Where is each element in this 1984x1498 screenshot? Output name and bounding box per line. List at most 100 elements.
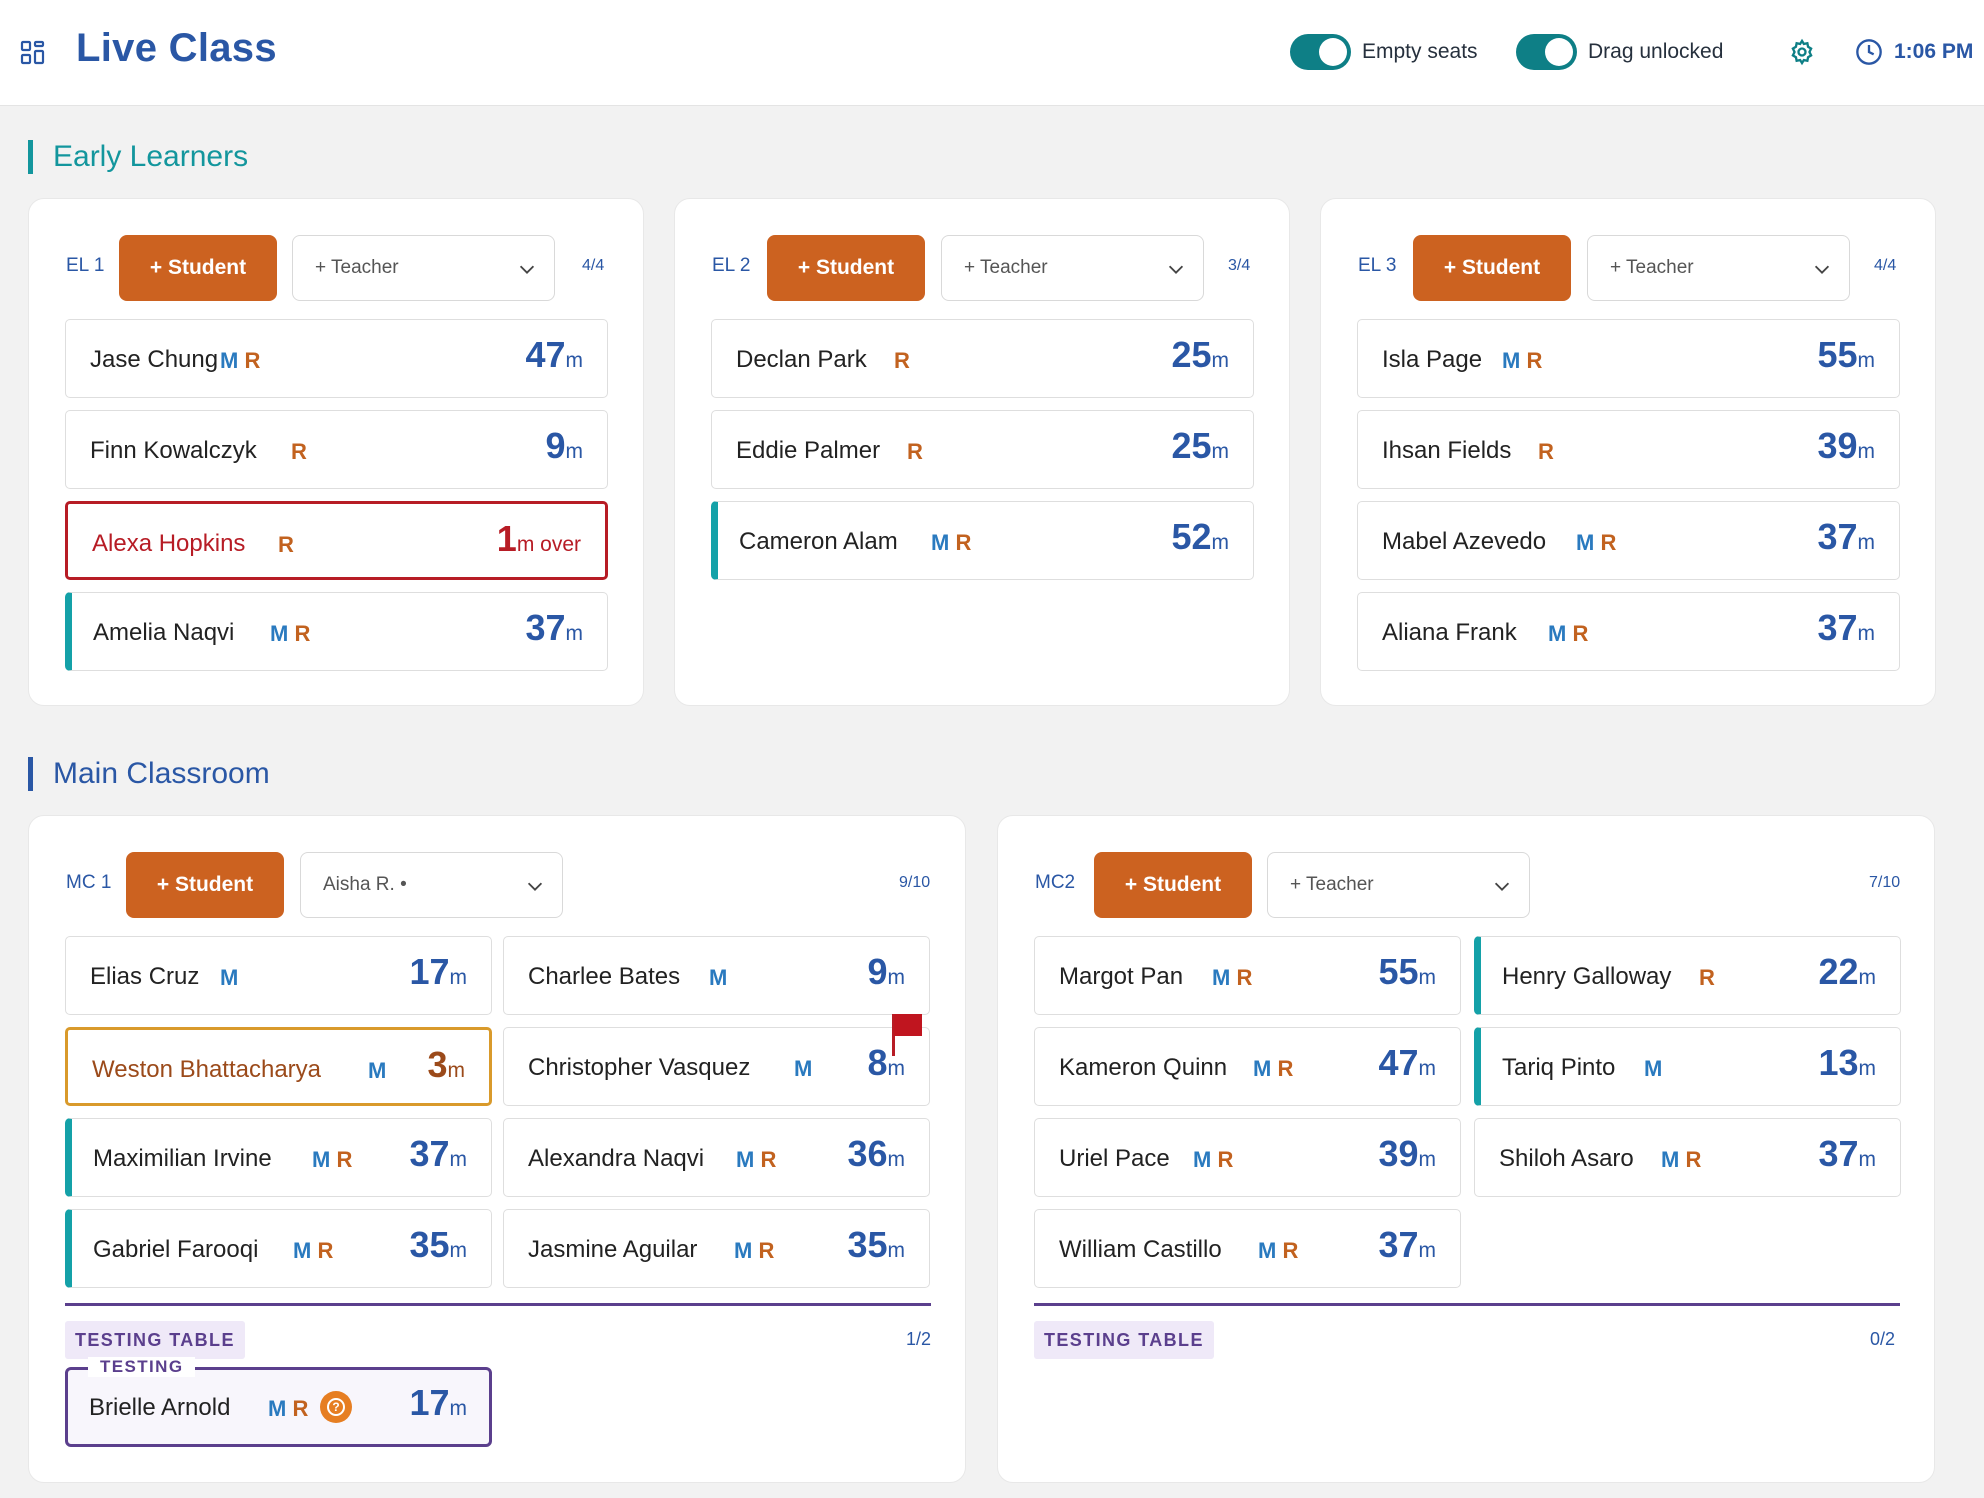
student-seat[interactable]: Jase Chung M R 47m: [65, 319, 608, 398]
testing-table-tag: TESTING TABLE: [1034, 1321, 1214, 1359]
seat-count: 4/4: [582, 257, 605, 274]
testing-divider: [65, 1303, 931, 1306]
student-seat[interactable]: Eddie Palmer R 25m: [711, 410, 1254, 489]
student-time: 9m: [545, 425, 583, 466]
student-time: 25m: [1171, 334, 1229, 375]
student-seat[interactable]: Shiloh Asaro M R 37m: [1474, 1118, 1901, 1197]
chevron-down-icon: [527, 882, 543, 891]
student-tags: M: [368, 1058, 387, 1083]
teacher-select[interactable]: + Teacher: [1587, 235, 1850, 301]
table-label: EL 1: [66, 255, 105, 276]
student-name: Shiloh Asaro: [1499, 1145, 1634, 1172]
add-student-button[interactable]: + Student: [1413, 235, 1571, 301]
student-tags: M R: [734, 1238, 775, 1263]
student-seat[interactable]: Isla Page M R 55m: [1357, 319, 1900, 398]
student-tags: M: [220, 965, 239, 990]
student-name: Jasmine Aguilar: [528, 1236, 698, 1263]
student-seat[interactable]: Henry Galloway R 22m: [1474, 936, 1901, 1015]
student-name: Ihsan Fields: [1382, 437, 1512, 464]
student-name: Alexa Hopkins: [92, 530, 246, 557]
table-card-el1: EL 1 + Student + Teacher 4/4 Jase Chung …: [28, 198, 644, 706]
student-seat-highlighted[interactable]: Weston Bhattacharya M 3m: [65, 1027, 492, 1106]
student-seat[interactable]: Jasmine Aguilar M R 35m: [503, 1209, 930, 1288]
student-tags: M R: [268, 1396, 309, 1421]
student-seat[interactable]: William Castillo M R 37m: [1034, 1209, 1461, 1288]
student-name: Maximilian Irvine: [93, 1145, 272, 1172]
student-seat[interactable]: Finn Kowalczyk R 9m: [65, 410, 608, 489]
add-student-button[interactable]: + Student: [767, 235, 925, 301]
empty-seats-toggle[interactable]: [1290, 34, 1351, 70]
student-time: 37m: [1378, 1224, 1436, 1265]
student-tags: R: [278, 532, 294, 557]
teacher-select-value: + Teacher: [964, 257, 1048, 278]
student-tags: M: [1644, 1056, 1663, 1081]
student-name: Kameron Quinn: [1059, 1054, 1228, 1081]
student-seat[interactable]: Tariq Pinto M 13m: [1474, 1027, 1901, 1106]
seat-count: 9/10: [899, 874, 931, 891]
add-student-button[interactable]: + Student: [119, 235, 277, 301]
student-time: 3m: [427, 1044, 465, 1085]
table-label: MC2: [1035, 872, 1076, 893]
student-time: 37m: [409, 1133, 467, 1174]
add-student-button[interactable]: + Student: [1094, 852, 1252, 918]
student-seat[interactable]: Gabriel Farooqi M R 35m: [65, 1209, 492, 1288]
add-student-button[interactable]: + Student: [126, 852, 284, 918]
student-name: Margot Pan: [1059, 963, 1184, 990]
teacher-select-value: + Teacher: [315, 257, 399, 278]
student-name: William Castillo: [1059, 1236, 1222, 1263]
student-tags: R: [894, 348, 910, 373]
teacher-select[interactable]: + Teacher: [292, 235, 555, 301]
student-tags: R: [1538, 439, 1554, 464]
student-seat[interactable]: Uriel Pace M R 39m: [1034, 1118, 1461, 1197]
student-name: Elias Cruz: [90, 963, 200, 990]
student-time: 52m: [1171, 516, 1229, 557]
student-time: 55m: [1378, 951, 1436, 992]
seat-count: 7/10: [1869, 874, 1901, 891]
student-tags: M: [709, 965, 728, 990]
teacher-select[interactable]: + Teacher: [941, 235, 1204, 301]
student-time: 37m: [1817, 607, 1875, 648]
student-tags: R: [291, 439, 307, 464]
student-seat[interactable]: Declan Park R 25m: [711, 319, 1254, 398]
student-name: Alexandra Naqvi: [528, 1145, 705, 1172]
student-tags: M R: [736, 1147, 777, 1172]
drag-unlocked-toggle[interactable]: [1516, 34, 1577, 70]
teacher-select[interactable]: Aisha R. •: [300, 852, 563, 918]
grid-layout-icon[interactable]: [20, 40, 46, 66]
student-seat[interactable]: Elias Cruz M 17m: [65, 936, 492, 1015]
student-tags: M R: [220, 348, 261, 373]
chevron-down-icon: [1168, 265, 1184, 274]
student-time: 1m over: [496, 518, 581, 559]
testing-count: 0/2: [1870, 1329, 1896, 1349]
student-time: 37m: [1818, 1133, 1876, 1174]
student-seat[interactable]: Mabel Azevedo M R 37m: [1357, 501, 1900, 580]
student-seat[interactable]: Christopher Vasquez M 8m: [503, 1014, 930, 1106]
student-seat[interactable]: Ihsan Fields R 39m: [1357, 410, 1900, 489]
testing-seat[interactable]: TESTING Brielle Arnold M R ? 17m: [65, 1357, 492, 1447]
seat-count: 4/4: [1874, 257, 1897, 274]
empty-seats-label: Empty seats: [1362, 40, 1478, 63]
help-icon[interactable]: ?: [320, 1391, 352, 1423]
table-card-mc1: MC 1 + Student Aisha R. • 9/10 Elias Cru…: [28, 815, 966, 1483]
student-seat[interactable]: Charlee Bates M 9m: [503, 936, 930, 1015]
gear-icon[interactable]: [1788, 38, 1816, 66]
teacher-select-value: + Teacher: [1610, 257, 1694, 278]
student-seat-overtime[interactable]: Alexa Hopkins R 1m over: [65, 501, 608, 580]
student-tags: M R: [1212, 965, 1253, 990]
teacher-select-value: + Teacher: [1290, 874, 1374, 895]
student-seat[interactable]: Cameron Alam M R 52m: [711, 501, 1254, 580]
testing-count: 1/2: [906, 1329, 932, 1349]
student-seat[interactable]: Alexandra Naqvi M R 36m: [503, 1118, 930, 1197]
student-seat[interactable]: Maximilian Irvine M R 37m: [65, 1118, 492, 1197]
flag-icon[interactable]: [890, 1014, 922, 1056]
student-seat[interactable]: Kameron Quinn M R 47m: [1034, 1027, 1461, 1106]
student-time: 22m: [1818, 951, 1876, 992]
table-card-mc2: MC2 + Student + Teacher 7/10 Margot Pan …: [997, 815, 1935, 1483]
student-seat[interactable]: Amelia Naqvi M R 37m: [65, 592, 608, 671]
student-time: 8m: [867, 1042, 905, 1083]
student-seat[interactable]: Aliana Frank M R 37m: [1357, 592, 1900, 671]
teacher-select[interactable]: + Teacher: [1267, 852, 1530, 918]
student-seat[interactable]: Margot Pan M R 55m: [1034, 936, 1461, 1015]
student-name: Jase Chung: [90, 346, 219, 373]
page-title: Live Class: [76, 26, 277, 70]
